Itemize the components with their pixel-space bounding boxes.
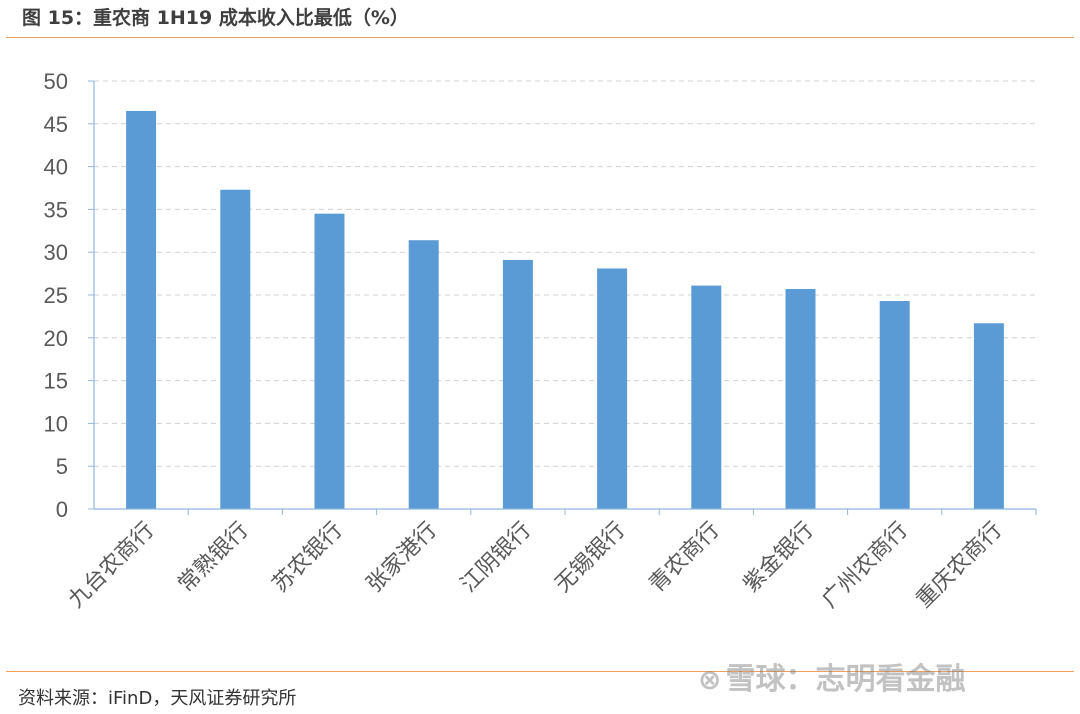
- y-tick-label: 15: [44, 369, 68, 394]
- x-tick-label: 紫金银行: [739, 518, 819, 598]
- gridlines: [94, 80, 1036, 467]
- bars: [126, 110, 1004, 510]
- y-tick-label: 50: [44, 69, 68, 94]
- title-divider: [6, 37, 1074, 38]
- bar: [314, 213, 345, 509]
- axes: [88, 80, 1037, 515]
- bar: [502, 259, 533, 509]
- y-tick-label: 0: [56, 497, 68, 522]
- y-tick-label: 25: [44, 283, 68, 308]
- bar: [126, 110, 157, 510]
- x-tick-label: 广州农商行: [817, 518, 912, 613]
- snowball-icon: ⊗: [698, 663, 722, 696]
- bar: [785, 289, 816, 509]
- x-tick-label: 九台农商行: [64, 518, 159, 613]
- chart-title: 图 15：重农商 1H19 成本收入比最低（%）: [22, 7, 409, 29]
- y-tick-label: 45: [44, 112, 68, 137]
- bar: [597, 268, 628, 509]
- x-tick-label: 青农商行: [645, 518, 725, 598]
- y-tick-label: 10: [44, 411, 68, 436]
- x-tick-label: 常熟银行: [174, 518, 254, 598]
- y-tick-label: 30: [44, 240, 68, 265]
- y-tick-labels: 0 5 10 15 20 25 30 35 40 45 50: [44, 69, 68, 522]
- bar: [220, 189, 251, 509]
- x-tick-label: 重庆农商行: [912, 518, 1007, 613]
- y-tick-label: 5: [56, 454, 68, 479]
- watermark: ⊗ 雪球：志明看金融: [698, 654, 965, 698]
- bar: [879, 300, 910, 509]
- x-tick-label: 苏农银行: [268, 518, 348, 598]
- y-tick-label: 35: [44, 197, 68, 222]
- x-tick-label: 无锡银行: [550, 518, 630, 598]
- watermark-text: 雪球：志明看金融: [725, 662, 966, 697]
- bar-chart: 0 5 10 15 20 25 30 35 40 45 50 九台农商行 常熟银行 苏农银行 张家港行 江阴…: [44, 69, 1037, 613]
- y-tick-label: 20: [44, 326, 68, 351]
- y-tick-label: 40: [44, 155, 68, 180]
- bar: [408, 240, 439, 509]
- source-note: 资料来源：iFinD，天风证券研究所: [18, 688, 297, 709]
- footer-divider: [6, 671, 1074, 672]
- x-tick-label: 张家港行: [362, 518, 442, 598]
- x-tick-label: 江阴银行: [456, 518, 536, 598]
- bar: [691, 285, 722, 509]
- x-tick-labels: 九台农商行 常熟银行 苏农银行 张家港行 江阴银行 无锡银行 青农商行 紫金银行广州农商行重庆…: [64, 518, 1007, 613]
- bar: [973, 323, 1004, 509]
